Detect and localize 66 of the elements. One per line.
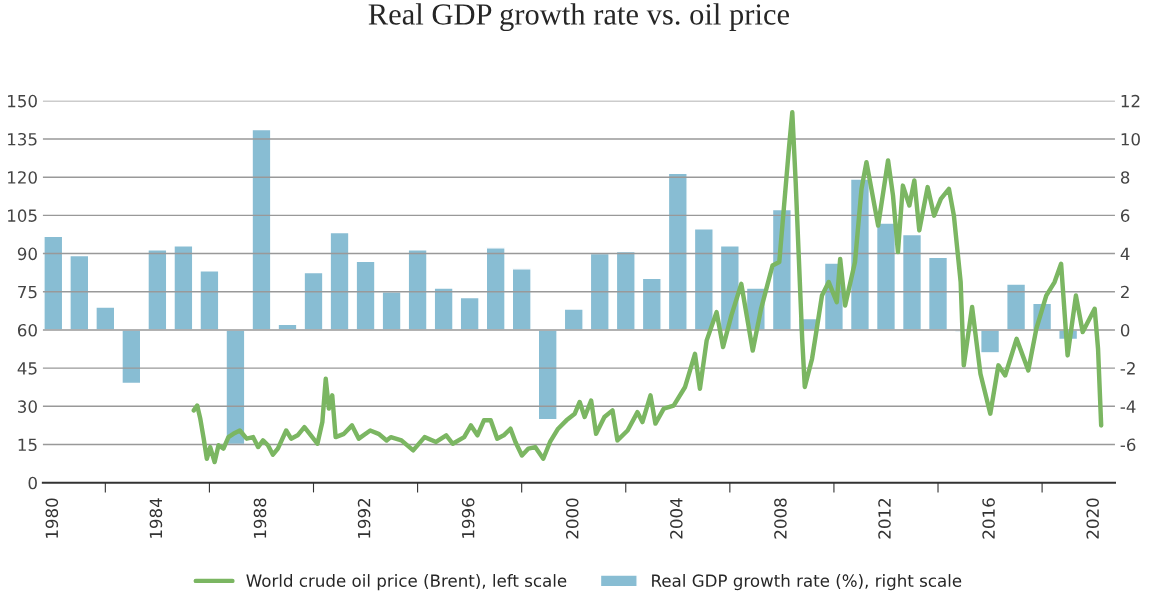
y-tick-label: 135 (8, 132, 37, 146)
y2-tick-label: 4 (1120, 247, 1130, 260)
bar (537, 329, 558, 421)
bar (355, 260, 376, 331)
bar (43, 235, 64, 331)
bar (147, 249, 168, 331)
x-tick-label: 2000 (565, 498, 579, 539)
bar (69, 254, 90, 331)
bar (1006, 283, 1027, 331)
bar (251, 128, 272, 331)
bar (433, 287, 454, 331)
y2-tick-label: 12 (1121, 94, 1140, 108)
y2-tick-label: -4 (1120, 400, 1136, 413)
bar (329, 231, 350, 331)
x-tick-label: 2020 (1086, 498, 1099, 539)
y-tick-label: 150 (8, 94, 37, 108)
bar (173, 245, 194, 331)
x-tick-label: 2016 (982, 498, 995, 539)
y2-tick-label: 0 (1120, 323, 1130, 337)
y2-tick-label: -6 (1120, 438, 1136, 452)
bar (563, 308, 584, 331)
x-tick-label: 2012 (878, 498, 891, 539)
y2-tick-label: 8 (1120, 171, 1130, 184)
bar (485, 247, 506, 331)
x-tick-label: 1984 (149, 498, 163, 538)
chart-title: Real GDP growth rate vs. oil price (368, 3, 789, 32)
bar (693, 228, 714, 331)
bar (459, 296, 480, 331)
bar (875, 222, 897, 331)
bar (901, 233, 923, 331)
x-tick-label: 2004 (670, 498, 683, 539)
y2-tick-label: 10 (1121, 132, 1140, 146)
y-tick-label: 105 (8, 209, 37, 222)
y-tick-label: 120 (8, 171, 37, 184)
legend-label: World crude oil price (Brent), left scale (246, 574, 567, 591)
y2-tick-label: 6 (1120, 209, 1130, 222)
bar (407, 249, 428, 331)
x-tick-label: 1992 (357, 498, 371, 538)
y-tick-label: 60 (17, 323, 37, 337)
y2-tick-label: -2 (1120, 362, 1135, 375)
bar (121, 329, 142, 385)
x-tick-label: 2008 (774, 498, 787, 539)
x-tick-label: 1980 (45, 498, 59, 538)
bar (225, 329, 246, 446)
y-tick-label: 15 (18, 438, 37, 452)
bar (641, 277, 662, 331)
x-tick-label: 1996 (461, 498, 475, 538)
bar (927, 256, 949, 331)
bar (303, 271, 324, 331)
line-series (191, 110, 1104, 465)
bar (667, 172, 688, 331)
y-tick-label: 90 (17, 247, 37, 261)
bar (589, 252, 610, 331)
bar (199, 270, 220, 331)
legend-label: Real GDP growth rate (%), right scale (652, 574, 962, 591)
bar (615, 250, 636, 331)
bar (511, 268, 532, 331)
bar (979, 329, 1001, 354)
bar (95, 306, 116, 331)
y-tick-label: 45 (17, 362, 37, 375)
y-tick-label: 0 (28, 476, 37, 490)
y-tick-label: 30 (18, 400, 37, 413)
x-tick-label: 1988 (253, 498, 267, 538)
bar (381, 291, 402, 331)
y2-tick-label: 2 (1121, 285, 1129, 299)
y-tick-label: 75 (18, 285, 37, 299)
